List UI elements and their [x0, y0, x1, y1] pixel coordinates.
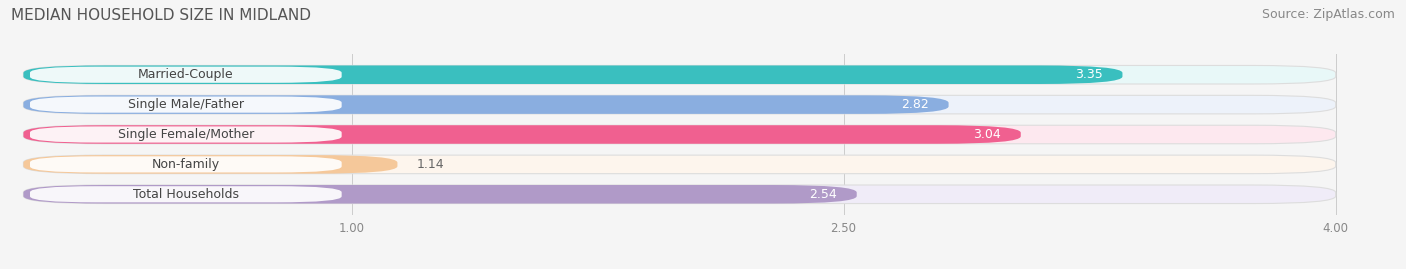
FancyBboxPatch shape — [24, 155, 398, 174]
FancyBboxPatch shape — [24, 125, 1021, 144]
FancyBboxPatch shape — [24, 185, 1336, 204]
Text: Source: ZipAtlas.com: Source: ZipAtlas.com — [1261, 8, 1395, 21]
Text: Single Female/Mother: Single Female/Mother — [118, 128, 254, 141]
FancyBboxPatch shape — [24, 65, 1336, 84]
FancyBboxPatch shape — [24, 185, 856, 204]
FancyBboxPatch shape — [30, 156, 342, 172]
FancyBboxPatch shape — [24, 95, 1336, 114]
FancyBboxPatch shape — [30, 97, 342, 113]
Text: 3.04: 3.04 — [973, 128, 1001, 141]
Text: MEDIAN HOUSEHOLD SIZE IN MIDLAND: MEDIAN HOUSEHOLD SIZE IN MIDLAND — [11, 8, 311, 23]
Text: 2.54: 2.54 — [810, 188, 837, 201]
FancyBboxPatch shape — [30, 126, 342, 143]
Text: Non-family: Non-family — [152, 158, 219, 171]
Text: 3.35: 3.35 — [1076, 68, 1102, 81]
Text: Total Households: Total Households — [132, 188, 239, 201]
FancyBboxPatch shape — [30, 186, 342, 202]
FancyBboxPatch shape — [24, 125, 1336, 144]
Text: Married-Couple: Married-Couple — [138, 68, 233, 81]
Text: 2.82: 2.82 — [901, 98, 929, 111]
FancyBboxPatch shape — [24, 155, 1336, 174]
FancyBboxPatch shape — [24, 65, 1122, 84]
Text: Single Male/Father: Single Male/Father — [128, 98, 243, 111]
Text: 1.14: 1.14 — [418, 158, 444, 171]
FancyBboxPatch shape — [30, 67, 342, 83]
FancyBboxPatch shape — [24, 95, 949, 114]
